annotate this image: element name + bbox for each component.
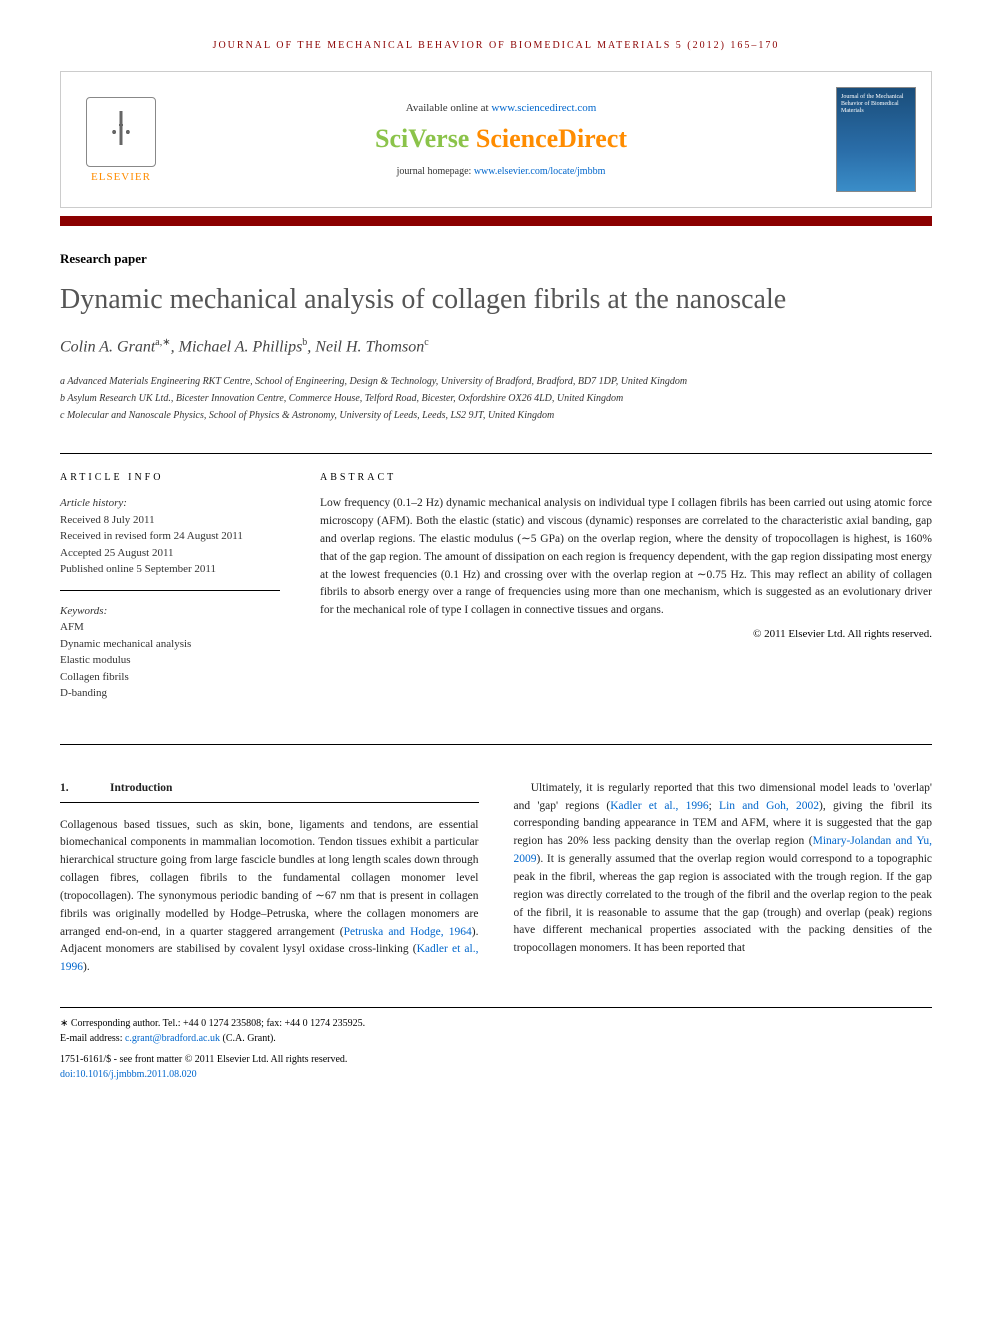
sciverse-brand: SciVerse ScienceDirect: [166, 124, 836, 154]
footer: ∗ Corresponding author. Tel.: +44 0 1274…: [60, 1007, 932, 1082]
brand-direct: ScienceDirect: [476, 124, 627, 153]
text: ).: [83, 961, 90, 973]
available-online: Available online at www.sciencedirect.co…: [166, 102, 836, 114]
keywords-block: Keywords: AFM Dynamic mechanical analysi…: [60, 603, 280, 714]
keyword: Collagen fibrils: [60, 669, 280, 686]
keyword: AFM: [60, 619, 280, 636]
email-link[interactable]: c.grant@bradford.ac.uk: [125, 1033, 220, 1044]
received: Received 8 July 2011: [60, 512, 280, 529]
column-left: 1.Introduction Collagenous based tissues…: [60, 780, 479, 977]
article-title: Dynamic mechanical analysis of collagen …: [60, 282, 932, 317]
citation-link[interactable]: Petruska and Hodge, 1964: [344, 926, 472, 938]
email-label: E-mail address:: [60, 1033, 125, 1044]
info-abstract-row: ARTICLE INFO Article history: Received 8…: [60, 453, 932, 745]
homepage-label: journal homepage:: [397, 166, 474, 177]
keyword: Elastic modulus: [60, 652, 280, 669]
history-label: Article history:: [60, 495, 280, 512]
affiliation-b: b Asylum Research UK Ltd., Bicester Inno…: [60, 391, 932, 406]
column-right: Ultimately, it is regularly reported tha…: [514, 780, 933, 977]
section-number: 1.: [60, 780, 110, 798]
affiliation-c: c Molecular and Nanoscale Physics, Schoo…: [60, 408, 932, 423]
intro-paragraph-2: Ultimately, it is regularly reported tha…: [514, 780, 933, 958]
text: ). It is generally assumed that the over…: [514, 853, 933, 954]
article-info-heading: ARTICLE INFO: [60, 472, 280, 483]
elsevier-tree-icon: [86, 97, 156, 167]
revised: Received in revised form 24 August 2011: [60, 528, 280, 545]
journal-homepage: journal homepage: www.elsevier.com/locat…: [166, 166, 836, 177]
published: Published online 5 September 2011: [60, 561, 280, 578]
corresponding-author: ∗ Corresponding author. Tel.: +44 0 1274…: [60, 1016, 932, 1031]
abstract: ABSTRACT Low frequency (0.1–2 Hz) dynami…: [320, 472, 932, 726]
issn-line: 1751-6161/$ - see front matter © 2011 El…: [60, 1052, 932, 1067]
paper-type: Research paper: [60, 251, 932, 267]
citation-link[interactable]: Kadler et al., 1996: [610, 800, 708, 812]
sciencedirect-link[interactable]: www.sciencedirect.com: [491, 102, 596, 114]
brand-sci: SciVerse: [375, 124, 476, 153]
available-label: Available online at: [406, 102, 492, 114]
homepage-link[interactable]: www.elsevier.com/locate/jmbbm: [474, 166, 606, 177]
elsevier-logo: ELSEVIER: [76, 90, 166, 190]
authors: Colin A. Granta,∗, Michael A. Phillipsb,…: [60, 337, 932, 356]
body-columns: 1.Introduction Collagenous based tissues…: [60, 780, 932, 977]
accepted: Accepted 25 August 2011: [60, 545, 280, 562]
email-suffix: (C.A. Grant).: [220, 1033, 276, 1044]
journal-cover-title: Journal of the Mechanical Behavior of Bi…: [841, 94, 911, 116]
abstract-heading: ABSTRACT: [320, 472, 932, 483]
intro-paragraph-1: Collagenous based tissues, such as skin,…: [60, 817, 479, 977]
keyword: D-banding: [60, 685, 280, 702]
header-box: ELSEVIER Available online at www.science…: [60, 71, 932, 208]
article-history: Article history: Received 8 July 2011 Re…: [60, 495, 280, 591]
affiliation-a: a Advanced Materials Engineering RKT Cen…: [60, 374, 932, 389]
header-center: Available online at www.sciencedirect.co…: [166, 102, 836, 177]
keyword: Dynamic mechanical analysis: [60, 636, 280, 653]
citation-link[interactable]: Lin and Goh, 2002: [719, 800, 819, 812]
section-heading: 1.Introduction: [60, 780, 479, 803]
article-info: ARTICLE INFO Article history: Received 8…: [60, 472, 280, 726]
journal-cover: Journal of the Mechanical Behavior of Bi…: [836, 87, 916, 192]
running-head: JOURNAL OF THE MECHANICAL BEHAVIOR OF BI…: [60, 40, 932, 51]
abstract-text: Low frequency (0.1–2 Hz) dynamic mechani…: [320, 495, 932, 620]
text: ;: [709, 800, 719, 812]
elsevier-name: ELSEVIER: [91, 171, 151, 183]
text: Collagenous based tissues, such as skin,…: [60, 819, 479, 938]
red-divider-bar: [60, 216, 932, 226]
affiliations: a Advanced Materials Engineering RKT Cen…: [60, 374, 932, 423]
keywords-label: Keywords:: [60, 603, 280, 620]
doi-link[interactable]: doi:10.1016/j.jmbbm.2011.08.020: [60, 1067, 932, 1082]
email-line: E-mail address: c.grant@bradford.ac.uk (…: [60, 1031, 932, 1046]
abstract-copyright: © 2011 Elsevier Ltd. All rights reserved…: [320, 628, 932, 640]
section-title: Introduction: [110, 782, 172, 794]
